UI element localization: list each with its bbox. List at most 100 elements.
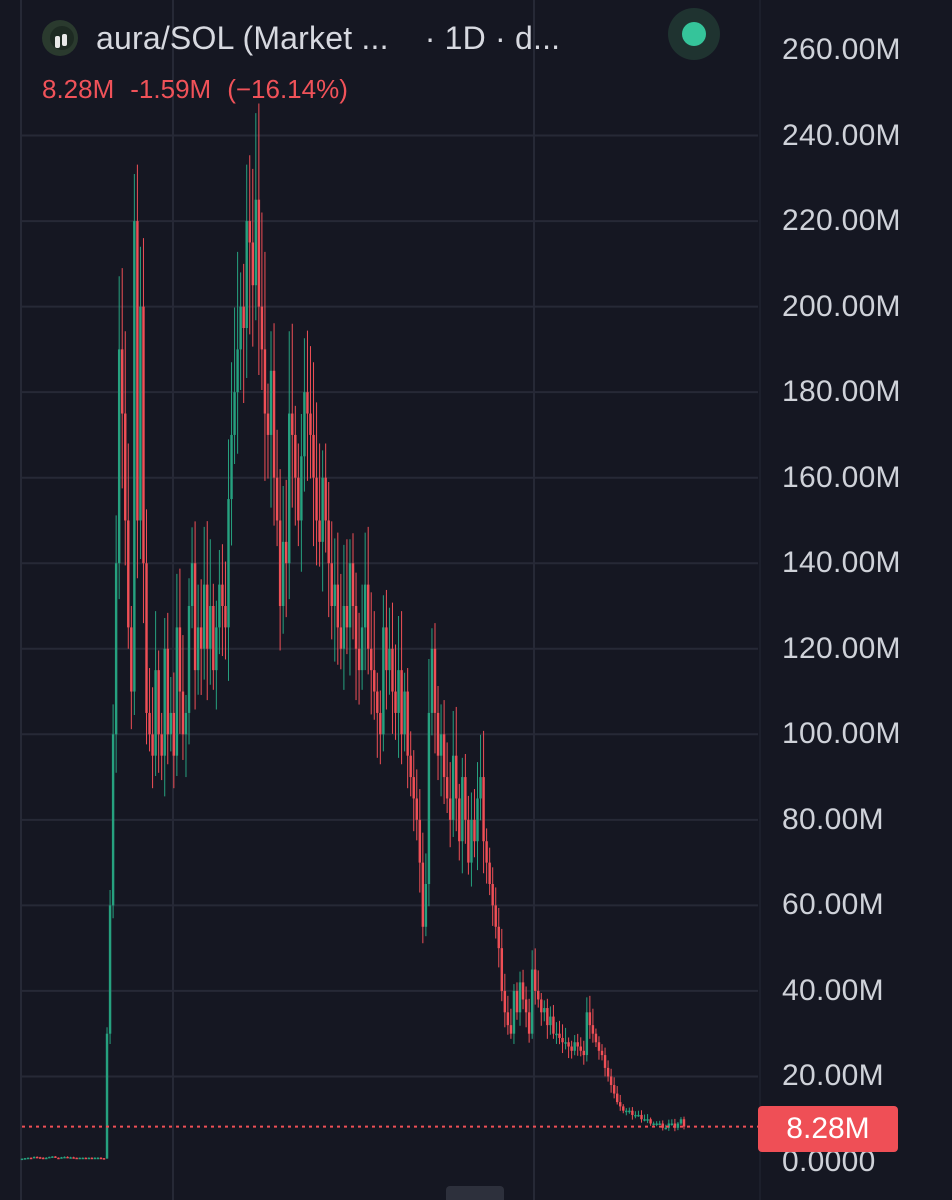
candle-body bbox=[42, 1157, 45, 1160]
candle-body bbox=[66, 1156, 69, 1159]
candle-body bbox=[606, 1067, 610, 1077]
candle-body bbox=[652, 1123, 655, 1126]
candle-body bbox=[379, 712, 382, 735]
candle-body bbox=[157, 670, 160, 735]
candle-body bbox=[600, 1050, 604, 1056]
candle-body bbox=[409, 755, 412, 778]
candle-body bbox=[142, 306, 145, 564]
candle-body bbox=[105, 1033, 109, 1159]
candle-body bbox=[464, 777, 467, 820]
candle-body bbox=[530, 969, 534, 1034]
candle-body bbox=[54, 1156, 57, 1158]
candle-body bbox=[145, 563, 148, 713]
candle-body bbox=[488, 862, 491, 884]
candle-body bbox=[567, 1042, 570, 1047]
candles bbox=[20, 103, 686, 1161]
candle-body bbox=[679, 1119, 683, 1124]
y-tick-label: 240.00M bbox=[782, 118, 901, 152]
candle-body bbox=[29, 1157, 33, 1160]
candle-body bbox=[555, 1033, 558, 1036]
scroll-handle[interactable] bbox=[446, 1186, 504, 1200]
candle-body bbox=[260, 306, 264, 350]
candle-body bbox=[120, 349, 124, 414]
candle-body bbox=[515, 990, 519, 1013]
candle-body bbox=[412, 777, 415, 799]
candle-body bbox=[391, 648, 394, 692]
candle-body bbox=[212, 606, 215, 671]
candle-body bbox=[218, 584, 221, 628]
candle-body bbox=[130, 627, 133, 692]
candle-body bbox=[461, 777, 464, 842]
candle-body bbox=[190, 563, 194, 606]
candle-body bbox=[63, 1156, 66, 1159]
candle-body bbox=[272, 370, 276, 478]
candle-body bbox=[321, 477, 324, 542]
candle-body bbox=[114, 563, 118, 735]
candle-body bbox=[400, 670, 403, 735]
candle-body bbox=[594, 1033, 598, 1043]
last-price-badge: 8.28M bbox=[758, 1106, 898, 1152]
candle-body bbox=[612, 1085, 616, 1094]
candle-body bbox=[193, 563, 197, 671]
candle-body bbox=[573, 1042, 576, 1051]
symbol-title[interactable]: aura/SOL (Market ... bbox=[96, 19, 389, 56]
candle-body bbox=[643, 1119, 646, 1121]
candle-body bbox=[32, 1156, 36, 1159]
interval-label[interactable]: · 1D · d... bbox=[424, 19, 561, 56]
candle-body bbox=[45, 1157, 48, 1160]
candle-body bbox=[51, 1156, 54, 1158]
candle-body bbox=[124, 413, 127, 521]
candle-body bbox=[476, 798, 479, 842]
candle-body bbox=[291, 413, 294, 435]
candle-body bbox=[87, 1157, 91, 1160]
candle-body bbox=[494, 905, 497, 927]
candle-body bbox=[294, 434, 297, 478]
token-avatar-icon[interactable] bbox=[42, 20, 78, 56]
live-status bbox=[668, 8, 720, 60]
candle-body bbox=[35, 1156, 39, 1159]
candle-body bbox=[23, 1158, 27, 1160]
candle-body bbox=[354, 606, 358, 649]
candle-body bbox=[588, 1012, 592, 1026]
candle-body bbox=[199, 627, 203, 649]
candle-body bbox=[254, 199, 258, 286]
y-tick-label: 80.00M bbox=[782, 802, 884, 836]
candle-body bbox=[348, 563, 352, 628]
y-gridlines bbox=[22, 134, 758, 1078]
candle-body bbox=[263, 349, 267, 414]
candle-body bbox=[117, 349, 121, 564]
candle-body bbox=[202, 584, 206, 649]
candle-body bbox=[93, 1157, 97, 1160]
candle-body bbox=[266, 413, 270, 435]
price-change: -1.59M bbox=[130, 74, 212, 104]
y-tick-label: 120.00M bbox=[782, 631, 901, 665]
candle-body bbox=[418, 819, 422, 863]
candle-body bbox=[467, 819, 470, 863]
candle-body bbox=[448, 798, 452, 820]
candle-body bbox=[324, 477, 327, 521]
candle-body bbox=[582, 1050, 586, 1056]
candle-body bbox=[209, 606, 212, 649]
candle-body bbox=[69, 1157, 72, 1159]
candle-body bbox=[558, 1033, 561, 1038]
candle-body bbox=[628, 1110, 631, 1113]
candle-body bbox=[564, 1042, 567, 1044]
candle-body bbox=[108, 905, 112, 1034]
candle-body bbox=[342, 606, 346, 649]
candle-body bbox=[206, 584, 209, 649]
candle-body bbox=[470, 819, 473, 863]
candle-body bbox=[585, 1012, 589, 1056]
candle-body bbox=[330, 563, 333, 606]
candle-body bbox=[458, 798, 461, 842]
candle-body bbox=[552, 1016, 555, 1034]
candle-body bbox=[649, 1119, 652, 1124]
y-tick-label: 100.00M bbox=[782, 717, 901, 751]
candle-body bbox=[60, 1157, 63, 1159]
candle-body bbox=[370, 648, 373, 671]
candle-body bbox=[166, 648, 169, 735]
candle-body bbox=[239, 306, 242, 350]
candle-body bbox=[318, 520, 321, 542]
candle-body bbox=[570, 1046, 573, 1051]
candle-body bbox=[72, 1157, 75, 1159]
